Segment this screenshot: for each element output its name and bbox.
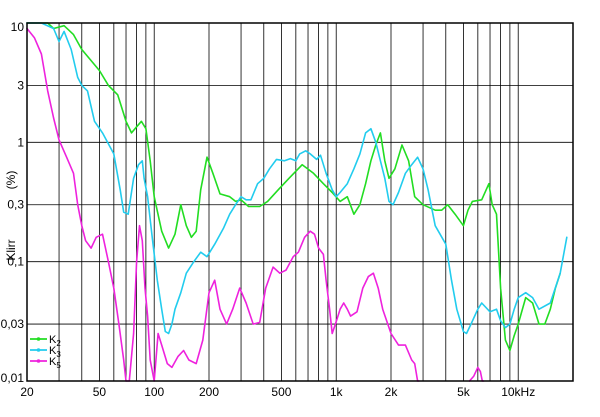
series-line-k3 (26, 22, 568, 335)
series-line-k5 (26, 27, 420, 382)
legend-marker (36, 359, 41, 363)
legend-marker (36, 348, 41, 352)
x-tick-labels: 20 50 100 200 500 1k 2k 5k 10kHz (20, 385, 535, 399)
x-tick-label: 500 (271, 385, 291, 399)
legend-item-k2: K2 (30, 334, 61, 348)
y-tick-label: 0,03 (1, 317, 25, 331)
legend-label: K5 (49, 356, 61, 370)
x-tick-label: 1k (330, 385, 344, 399)
y-tick-label: 1 (17, 135, 24, 149)
plot-frame (26, 22, 574, 382)
y-tick-label: 0,1 (7, 255, 24, 269)
legend-marker (36, 337, 41, 341)
x-tick-label: 2k (385, 385, 399, 399)
legend-item-k5: K5 (30, 356, 61, 370)
x-tick-label: 100 (144, 385, 164, 399)
legend-label: K3 (49, 345, 61, 359)
legend-label: K2 (49, 334, 61, 348)
y-axis-label: Klirr (4, 239, 18, 260)
y-axis-title: Klirr (%) (4, 171, 18, 261)
y-tick-labels: 10 3 1 0,3 0,1 0,03 0,01 (1, 20, 25, 385)
x-tick-label: 20 (20, 385, 34, 399)
y-tick-label: 10 (11, 20, 25, 34)
x-tick-label: 10kHz (501, 385, 535, 399)
grid (27, 23, 573, 381)
series-line-k2 (26, 22, 562, 352)
x-tick-label: 200 (199, 385, 219, 399)
y-axis-unit: (%) (4, 171, 18, 190)
x-tick-label: 5k (457, 385, 471, 399)
y-tick-label: 0,3 (7, 198, 24, 212)
x-tick-label: 50 (93, 385, 107, 399)
legend-item-k3: K3 (30, 345, 61, 359)
y-tick-label: 0,01 (1, 371, 25, 385)
y-tick-label: 3 (17, 78, 24, 92)
plot-border (26, 22, 574, 382)
